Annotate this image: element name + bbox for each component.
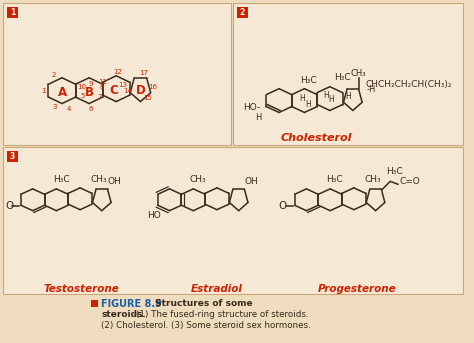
Text: 17: 17 (139, 70, 148, 76)
Bar (3, 147, 463, 294)
Text: Cholesterol: Cholesterol (281, 133, 352, 143)
Text: -H: -H (366, 85, 376, 94)
Text: C: C (110, 84, 118, 97)
Text: FIGURE 8.9: FIGURE 8.9 (101, 299, 162, 309)
Text: 9: 9 (89, 81, 93, 87)
Text: 14: 14 (124, 88, 132, 94)
Text: OH: OH (108, 177, 121, 186)
Text: H: H (305, 100, 311, 109)
Text: 13: 13 (118, 82, 127, 88)
Text: CH₃: CH₃ (91, 175, 107, 185)
Text: CHCH₂CH₂CH(CH₃)₂: CHCH₂CH₂CH(CH₃)₂ (365, 80, 452, 90)
Text: 15: 15 (144, 95, 153, 101)
Text: Estradiol: Estradiol (191, 284, 242, 294)
Text: 5: 5 (81, 93, 85, 99)
Text: HO-: HO- (243, 103, 261, 112)
Text: HO: HO (147, 211, 161, 220)
Text: H₃C: H₃C (53, 175, 70, 185)
Text: 11: 11 (99, 79, 108, 85)
Bar (7, 7, 18, 18)
Text: 2: 2 (240, 8, 245, 17)
Text: D: D (136, 84, 146, 97)
Text: B: B (84, 86, 93, 99)
Text: 12: 12 (113, 69, 122, 75)
Text: O: O (279, 201, 287, 211)
Text: A: A (57, 86, 66, 99)
Bar (7, 151, 18, 162)
Bar (91, 300, 98, 307)
Text: H: H (255, 113, 262, 122)
Text: 4: 4 (67, 106, 71, 111)
Text: steroids.: steroids. (101, 310, 146, 319)
Text: Structures of some: Structures of some (152, 299, 253, 308)
Bar (233, 3, 463, 145)
Text: OH: OH (245, 177, 258, 186)
Text: 8: 8 (100, 84, 104, 90)
Text: CH₃: CH₃ (351, 70, 366, 79)
Text: O: O (5, 201, 13, 211)
Text: 7: 7 (98, 94, 102, 100)
Text: Progesterone: Progesterone (318, 284, 397, 294)
Text: H: H (300, 94, 305, 103)
Text: 10: 10 (77, 84, 86, 90)
Text: 1: 1 (41, 88, 46, 94)
Text: H: H (323, 91, 329, 99)
Text: H₃C: H₃C (334, 73, 351, 82)
Text: 3: 3 (52, 104, 56, 109)
Text: 1: 1 (10, 8, 15, 17)
Text: (2) Cholesterol. (3) Some steroid sex hormones.: (2) Cholesterol. (3) Some steroid sex ho… (101, 321, 311, 330)
Bar (3, 3, 231, 145)
Text: 2: 2 (52, 72, 56, 78)
Text: Testosterone: Testosterone (44, 284, 119, 294)
Text: H₃C: H₃C (301, 76, 317, 85)
Text: H: H (328, 95, 334, 104)
Text: CH₃: CH₃ (190, 175, 206, 185)
Text: 3: 3 (10, 152, 15, 161)
Text: H₃C: H₃C (386, 167, 402, 176)
Text: (1) The fused-ring structure of steroids.: (1) The fused-ring structure of steroids… (137, 310, 309, 319)
Text: H₃C: H₃C (327, 175, 343, 185)
Text: H: H (345, 92, 351, 101)
Text: 6: 6 (89, 106, 93, 111)
Text: CH₃: CH₃ (365, 175, 381, 185)
Text: C=O: C=O (400, 177, 421, 186)
Bar (237, 7, 248, 18)
Text: 16: 16 (149, 84, 158, 91)
